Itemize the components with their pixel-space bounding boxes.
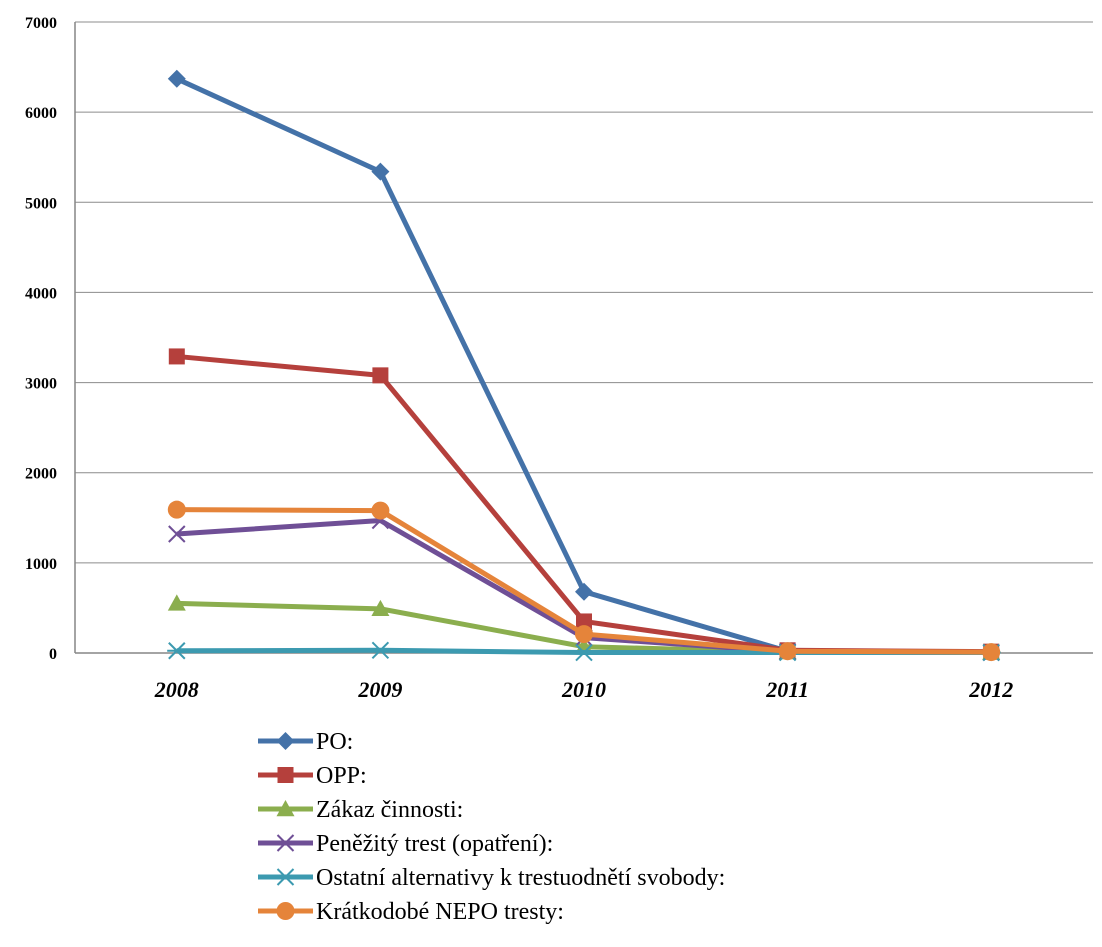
legend-label: Zákaz činnosti: <box>316 797 463 823</box>
data-point <box>982 643 1001 662</box>
legend-marker <box>277 767 294 783</box>
y-axis: 0 1000 2000 3000 4000 5000 6000 7000 <box>25 15 76 663</box>
legend-item: Ostatní alternativy k trestuodnětí svobo… <box>258 865 725 891</box>
legend-item: OPP: <box>258 763 367 789</box>
x-tick-label: 2009 <box>357 677 402 702</box>
legend-marker <box>276 902 295 920</box>
data-point <box>371 501 390 520</box>
data-point <box>574 643 594 662</box>
legend-marker <box>275 868 296 886</box>
legend-item: Zákaz činnosti: <box>258 797 463 823</box>
series-layer <box>167 69 1001 662</box>
data-point <box>575 637 593 654</box>
legend-marker <box>276 834 295 852</box>
x-tick-label: 2012 <box>968 677 1013 702</box>
y-tick-label: 0 <box>49 646 57 663</box>
legend-label: PO: <box>316 729 353 755</box>
legend-label: Peněžitý trest (opatření): <box>316 831 553 857</box>
data-point <box>168 348 185 365</box>
series-5 <box>167 500 1001 662</box>
data-point <box>778 642 797 661</box>
data-point <box>372 367 389 384</box>
data-point <box>576 613 592 630</box>
y-tick-label: 3000 <box>25 376 57 393</box>
y-tick-label: 5000 <box>25 195 57 212</box>
legend-item: PO: <box>258 729 353 755</box>
data-point <box>370 641 390 660</box>
legend-label: Krátkodobé NEPO tresty: <box>316 899 564 925</box>
series-1 <box>168 348 1000 660</box>
legend-label: OPP: <box>316 763 367 789</box>
data-point <box>371 599 390 617</box>
data-point <box>167 594 186 611</box>
x-tick-label: 2011 <box>765 677 809 702</box>
x-tick-label: 2010 <box>561 677 606 702</box>
y-tick-label: 1000 <box>25 556 57 573</box>
x-axis: 2008 2009 2010 2011 2012 <box>154 677 1013 702</box>
legend-marker <box>276 800 295 817</box>
data-point <box>167 69 186 88</box>
legend-marker <box>276 732 295 750</box>
y-tick-label: 4000 <box>25 285 57 302</box>
legend: PO: OPP: Zákaz činnosti: Peněžitý trest (op… <box>258 729 725 925</box>
legend-label: Ostatní alternativy k trestuodnětí svobo… <box>316 865 725 891</box>
grid-lines <box>75 21 1093 654</box>
x-tick-label: 2008 <box>154 677 199 702</box>
y-tick-label: 6000 <box>25 105 57 122</box>
data-point <box>167 500 186 519</box>
legend-item: Krátkodobé NEPO tresty: <box>258 899 564 925</box>
data-point <box>575 582 593 601</box>
y-tick-label: 7000 <box>25 15 57 32</box>
data-point <box>575 625 593 644</box>
data-point <box>371 162 390 181</box>
y-tick-label: 2000 <box>25 466 57 483</box>
data-point <box>168 525 186 543</box>
legend-item: Peněžitý trest (opatření): <box>258 831 553 857</box>
data-point <box>167 642 187 660</box>
